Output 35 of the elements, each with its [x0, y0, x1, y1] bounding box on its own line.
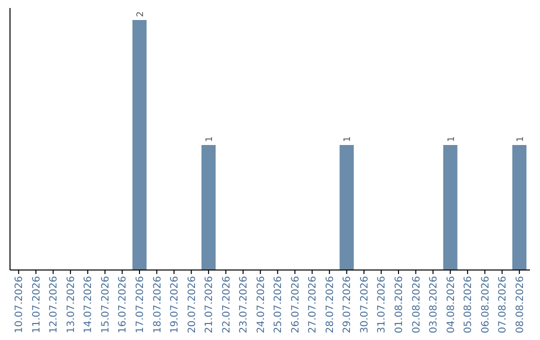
data-label: 1	[343, 136, 354, 142]
x-tick-label: 30.07.2026	[359, 276, 370, 334]
data-label: 1	[205, 136, 216, 142]
x-tick-label: 21.07.2026	[204, 276, 216, 334]
x-tick-label: 12.07.2026	[48, 276, 60, 334]
x-tick-label: 18.07.2026	[152, 276, 164, 334]
x-tick-label: 07.08.2026	[498, 276, 509, 334]
x-tick-label: 23.07.2026	[238, 276, 250, 334]
data-label: 1	[446, 136, 457, 142]
x-tick-label: 02.08.2026	[411, 276, 422, 334]
data-label: 1	[516, 136, 526, 142]
x-tick-label: 10.07.2026	[14, 276, 26, 334]
x-tick-label: 26.07.2026	[290, 276, 302, 334]
x-tick-label: 08.08.2026	[514, 276, 526, 334]
x-tick-label: 16.07.2026	[118, 276, 129, 334]
x-tick-label: 03.08.2026	[428, 276, 440, 334]
x-tick-label: 04.08.2026	[446, 276, 457, 334]
x-tick-label: 05.08.2026	[463, 276, 474, 334]
data-label: 2	[136, 11, 146, 17]
x-tick-label: 27.07.2026	[308, 276, 319, 334]
x-tick-label: 15.07.2026	[100, 276, 112, 334]
x-tick-label: 17.07.2026	[135, 276, 146, 334]
x-tick-label: 14.07.2026	[83, 276, 94, 334]
x-tick-label: 22.07.2026	[221, 276, 232, 334]
x-tick-label: 25.07.2026	[273, 276, 284, 334]
x-tick-label: 11.07.2026	[31, 276, 42, 334]
x-tick-label: 24.07.2026	[256, 276, 267, 334]
x-tick-label: 29.07.2026	[342, 276, 354, 334]
x-tick-label: 13.07.2026	[66, 276, 77, 334]
x-tick-label: 31.07.2026	[376, 276, 388, 334]
x-tick-label: 28.07.2026	[324, 276, 336, 334]
x-tick-label: 20.07.2026	[186, 276, 198, 334]
x-tick-label: 19.07.2026	[170, 276, 181, 334]
x-tick-label: 01.08.2026	[394, 276, 405, 334]
x-tick-label: 06.08.2026	[480, 276, 492, 334]
